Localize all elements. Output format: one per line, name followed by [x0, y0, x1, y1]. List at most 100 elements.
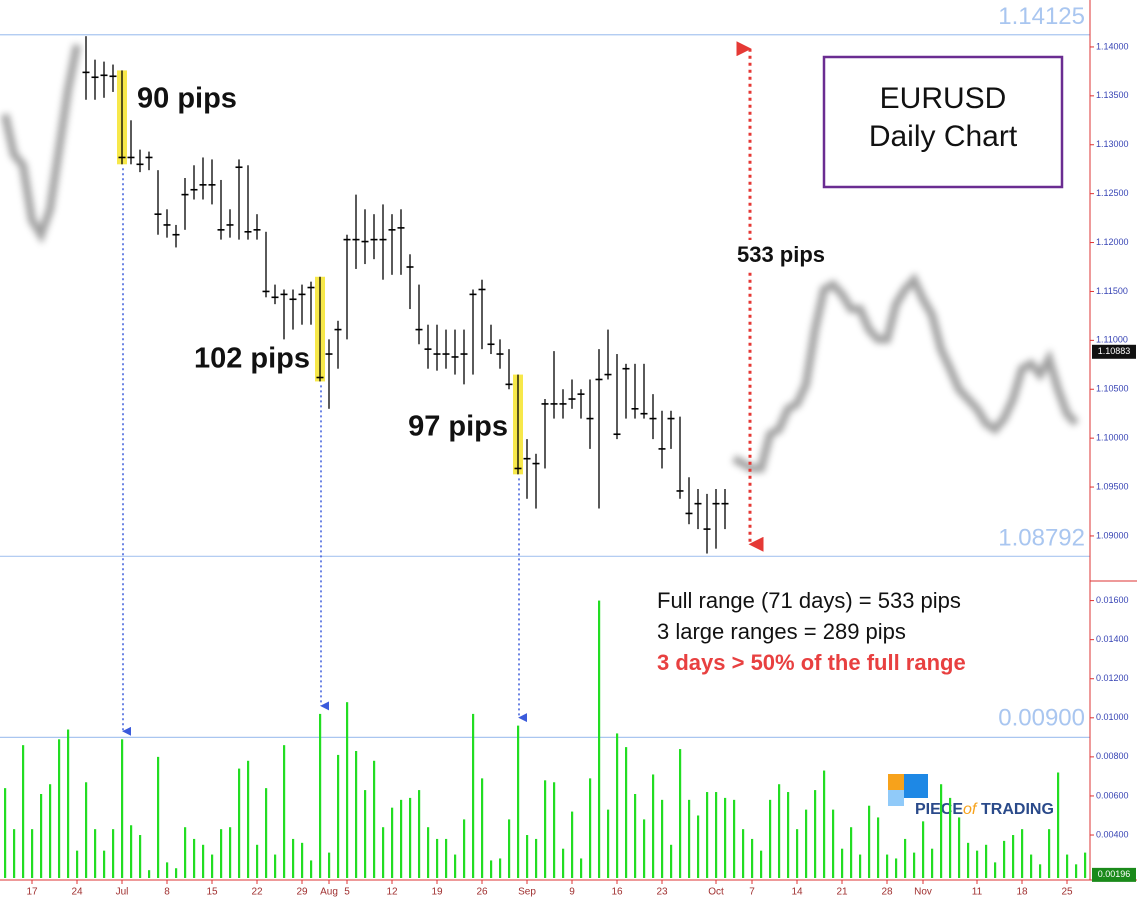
y-tick-label: 0.01200 [1096, 673, 1129, 683]
x-tick-label: 7 [749, 887, 755, 898]
range-bar [463, 819, 466, 878]
pips-label: 97 pips [408, 411, 508, 443]
range-bar [292, 838, 295, 878]
range-bar [445, 838, 448, 878]
x-tick-label: 8 [164, 887, 170, 898]
range-bar [562, 848, 565, 878]
x-tick-label: 17 [26, 887, 38, 898]
range-bar [670, 844, 673, 878]
range-bar [580, 858, 583, 878]
range-bar [661, 799, 664, 878]
range-bar [1021, 829, 1024, 878]
range-bar [139, 835, 142, 878]
range-bar [724, 797, 727, 878]
range-bar [355, 751, 358, 878]
x-tick-label: 26 [476, 887, 488, 898]
range-bar [994, 862, 997, 878]
range-bar [67, 729, 70, 878]
y-tick-label: 1.11500 [1096, 286, 1128, 296]
x-tick-label: 22 [251, 887, 263, 898]
range-bar [427, 827, 430, 878]
range-bar [652, 774, 655, 878]
range-bar [904, 838, 907, 878]
last-value-box [1092, 867, 1136, 882]
last-price-label: 1.10883 [1098, 346, 1131, 356]
logo-text: PIECE [915, 801, 963, 818]
reference-label: 0.00900 [998, 705, 1085, 732]
range-bar [1075, 864, 1078, 878]
range-bar [49, 784, 52, 878]
range-bar [589, 778, 592, 878]
range-label-bg [728, 240, 834, 272]
range-bar [247, 760, 250, 878]
y-tick-label: 1.13500 [1096, 90, 1129, 100]
range-bar [436, 838, 439, 878]
x-tick-label: Jul [116, 887, 129, 898]
range-bar [400, 799, 403, 878]
faded-price [732, 272, 1079, 473]
range-bar [787, 792, 790, 878]
range-bar [832, 809, 835, 878]
last-value-label: 0.00196 [1098, 869, 1131, 879]
y-tick-label: 1.12000 [1096, 237, 1129, 247]
range-bar [958, 817, 961, 878]
range-bar [499, 858, 502, 878]
range-bar [859, 854, 862, 878]
range-bar [256, 844, 259, 878]
range-bar [382, 827, 385, 878]
range-bar [742, 829, 745, 878]
range-bar [868, 805, 871, 878]
range-bar [184, 827, 187, 878]
range-bar [76, 850, 79, 878]
range-bar [949, 797, 952, 878]
range-bar [409, 797, 412, 878]
range-bar [571, 811, 574, 878]
x-tick-label: Sep [518, 887, 536, 898]
range-bar [913, 852, 916, 878]
range-bar [769, 799, 772, 878]
range-bar [373, 760, 376, 878]
x-tick-label: 25 [1061, 887, 1073, 898]
range-bar [310, 860, 313, 878]
range-bar [715, 792, 718, 878]
logo-square [888, 790, 904, 806]
range-bar [598, 600, 601, 878]
range-bar [508, 819, 511, 878]
range-bar [634, 793, 637, 878]
range-bar [976, 850, 979, 878]
y-tick-label: 0.00400 [1096, 829, 1129, 839]
y-tick-label: 1.10500 [1096, 384, 1129, 394]
range-bar [751, 838, 754, 878]
range-bar [337, 754, 340, 878]
chart-title: Daily Chart [869, 120, 1018, 153]
range-bar [31, 829, 34, 878]
x-tick-label: 29 [296, 887, 308, 898]
range-bar [895, 858, 898, 878]
y-tick-label: 1.14000 [1096, 41, 1129, 51]
range-bar [517, 725, 520, 878]
range-bar [175, 868, 178, 878]
range-bar [364, 790, 367, 878]
range-bar [1057, 772, 1060, 878]
range-bar [148, 870, 151, 878]
range-bar [688, 799, 691, 878]
range-bar [823, 770, 826, 878]
range-bar [166, 862, 169, 878]
range-label: 533 pips [737, 242, 825, 267]
range-bar [967, 842, 970, 878]
reference-label: 1.14125 [998, 3, 1085, 30]
range-bar [211, 854, 214, 878]
reference-label: 1.08792 [998, 525, 1085, 552]
note: 3 large ranges = 289 pips [657, 619, 906, 644]
range-bar [1003, 840, 1006, 878]
chart-title: EURUSD [880, 82, 1007, 115]
y-tick-label: 1.13000 [1096, 139, 1129, 149]
y-tick-label: 1.10000 [1096, 433, 1129, 443]
x-tick-label: 18 [1016, 887, 1028, 898]
range-bar [58, 739, 61, 878]
range-bar [841, 848, 844, 878]
x-tick-label: 5 [344, 887, 350, 898]
x-tick-label: 9 [569, 887, 575, 898]
x-tick-label: 14 [791, 887, 803, 898]
